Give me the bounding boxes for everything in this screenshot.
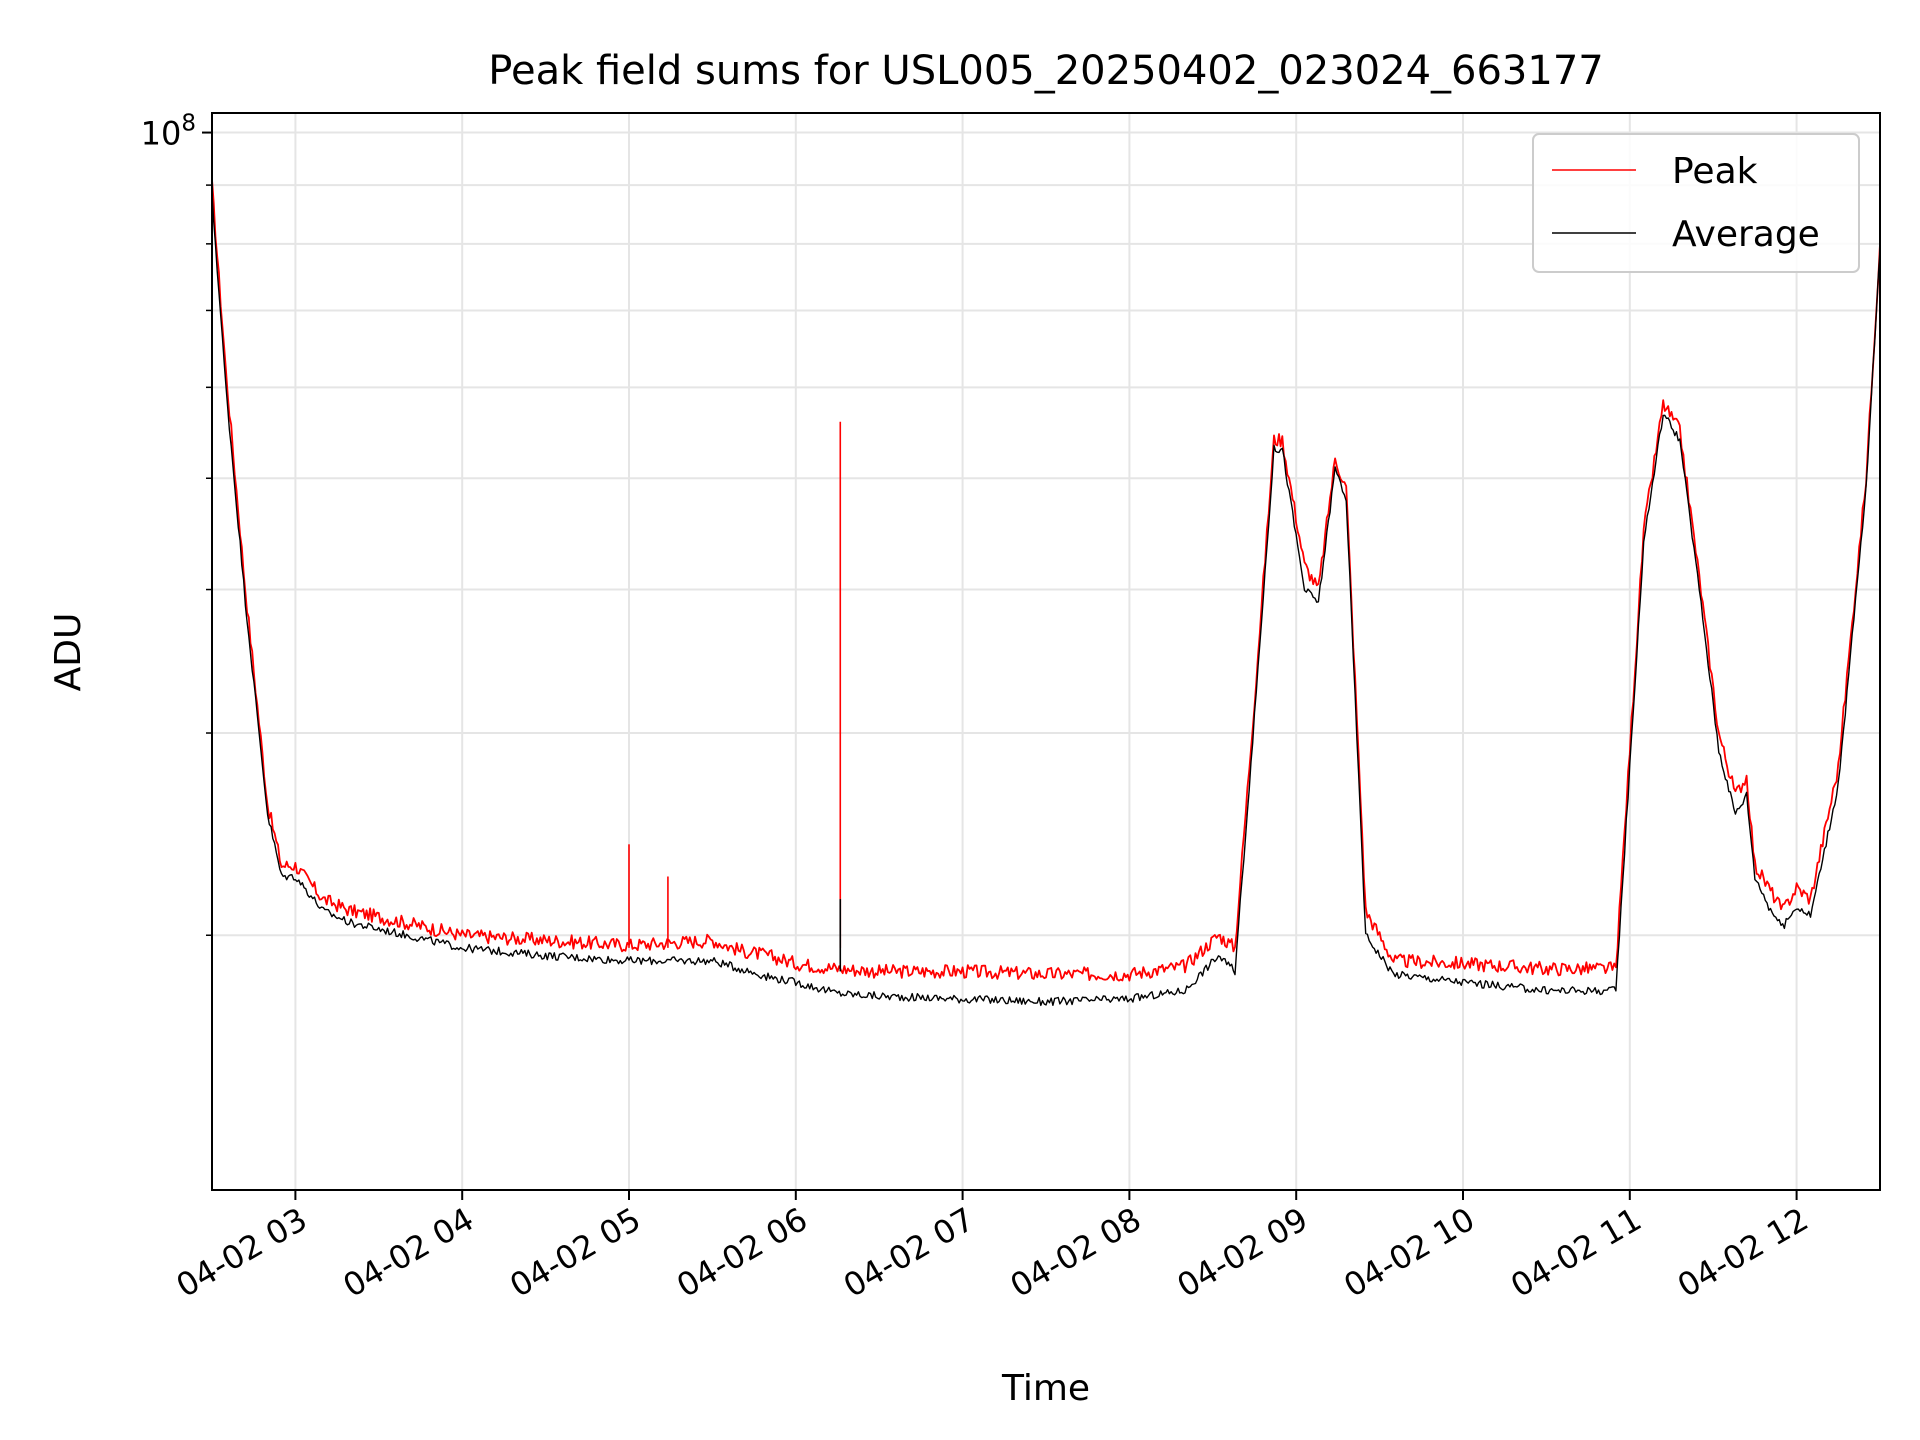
series-line-peak xyxy=(212,179,1880,982)
axes-frame xyxy=(211,112,1881,1191)
grid xyxy=(212,113,1880,1190)
legend-peak-label: Peak xyxy=(1672,151,1758,192)
chart-title: Peak field sums for USL005_20250402_0230… xyxy=(488,48,1603,94)
legend-box xyxy=(1532,133,1860,273)
legend: Peak Average xyxy=(1532,133,1860,273)
y-tick-label: 108 xyxy=(141,111,196,153)
x-axis-label: Time xyxy=(1001,1368,1090,1409)
y-axis-ticks: 108 xyxy=(141,111,212,936)
plot-lines xyxy=(212,179,1880,1007)
legend-average-label: Average xyxy=(1672,214,1820,255)
y-tick-label-exponent: 8 xyxy=(181,111,196,137)
series-line-average xyxy=(212,192,1880,1007)
y-axis-label: ADU xyxy=(48,613,89,692)
y-tick-label-base: 10 xyxy=(141,115,182,153)
